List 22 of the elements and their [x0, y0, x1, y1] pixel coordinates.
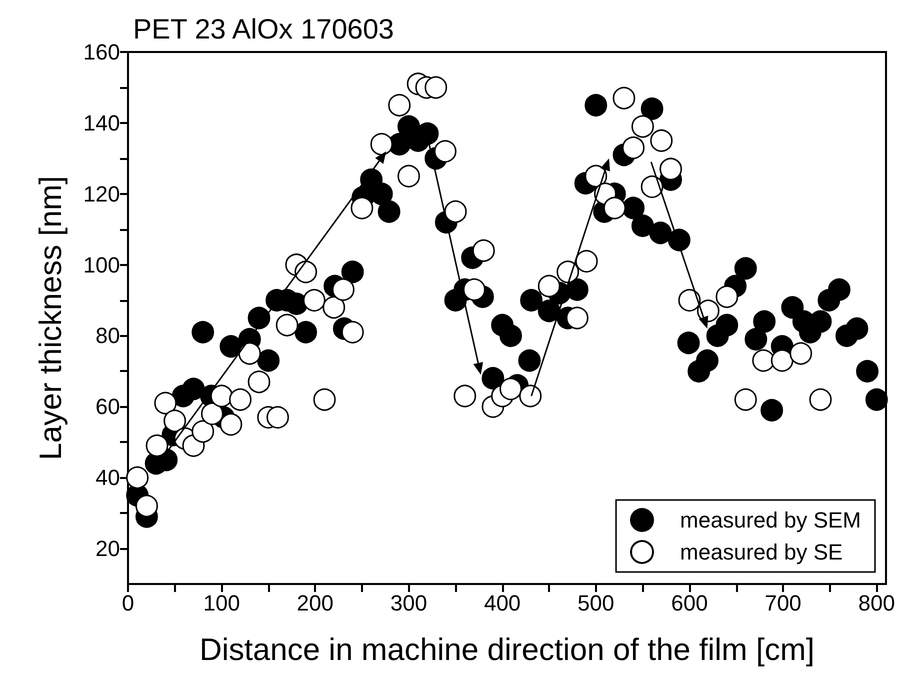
y-tick-label: 20	[96, 536, 120, 562]
y-tick-label: 60	[96, 394, 120, 420]
y-tick-label: 40	[96, 465, 120, 490]
x-tick-label: 700	[764, 590, 802, 616]
x-tick-label: 600	[671, 590, 708, 616]
x-tick-label: 400	[484, 590, 521, 616]
chart-title: PET 23 AlOx 170603	[133, 14, 394, 44]
x-tick-label: 800	[858, 590, 895, 616]
legend-label: measured by SE	[680, 540, 843, 564]
y-tick-label: 80	[96, 323, 120, 348]
x-tick-label: 500	[578, 590, 614, 616]
x-tick-label: 0	[122, 590, 134, 616]
x-axis-title: Distance in machine direction of the film [cm]	[199, 632, 815, 667]
x-tick-label: 300	[390, 590, 428, 616]
x-tick-label: 100	[203, 590, 240, 616]
x-tick-label: 200	[296, 590, 334, 616]
y-tick-label: 140	[83, 110, 120, 136]
y-tick-label: 160	[83, 40, 120, 64]
y-tick-label: 100	[83, 252, 120, 278]
y-tick-label: 120	[83, 181, 120, 206]
legend-label: measured by SEM	[680, 508, 862, 532]
y-axis-title: Layer thickness [nm]	[33, 176, 68, 460]
